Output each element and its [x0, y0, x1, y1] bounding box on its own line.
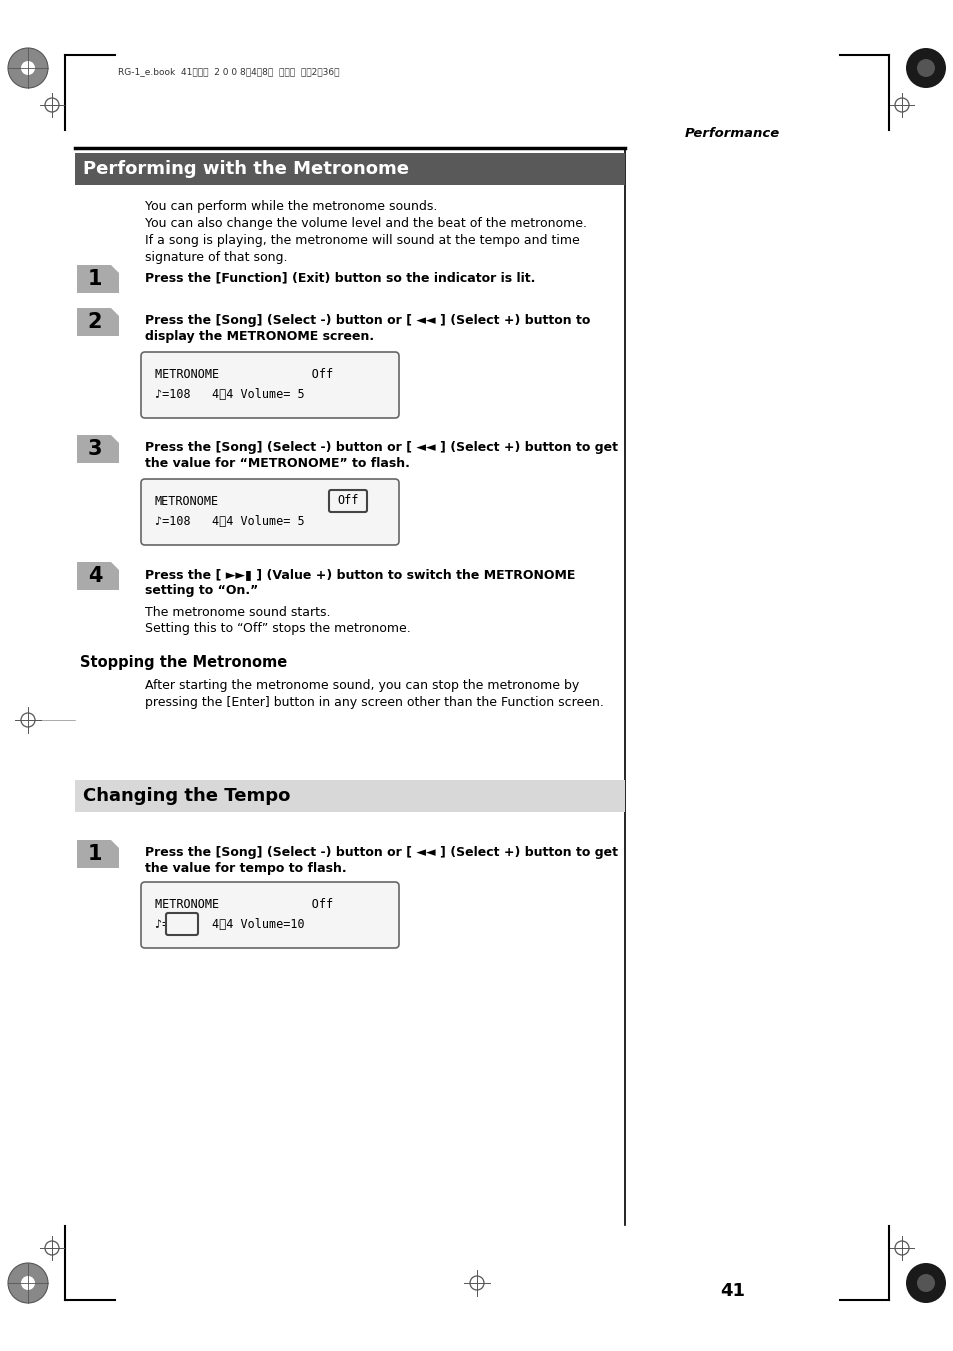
FancyBboxPatch shape [329, 490, 367, 512]
Polygon shape [77, 840, 119, 867]
Text: ♪=108   4⁄4 Volume= 5: ♪=108 4⁄4 Volume= 5 [154, 515, 304, 528]
Polygon shape [77, 435, 119, 463]
Text: Press the [Function] (Exit) button so the indicator is lit.: Press the [Function] (Exit) button so th… [145, 272, 535, 284]
Text: setting to “On.”: setting to “On.” [145, 584, 258, 597]
FancyBboxPatch shape [141, 882, 398, 948]
Text: Press the [Song] (Select -) button or [ ◄◄ ] (Select +) button to get: Press the [Song] (Select -) button or [ … [145, 440, 618, 454]
Text: 2: 2 [88, 312, 102, 332]
Text: You can also change the volume level and the beat of the metronome.: You can also change the volume level and… [145, 218, 586, 230]
Text: Press the [ ►►▮ ] (Value +) button to switch the METRONOME: Press the [ ►►▮ ] (Value +) button to sw… [145, 567, 575, 581]
Circle shape [21, 61, 35, 76]
Text: Stopping the Metronome: Stopping the Metronome [80, 655, 287, 670]
Text: 4: 4 [88, 566, 102, 586]
Text: If a song is playing, the metronome will sound at the tempo and time: If a song is playing, the metronome will… [145, 234, 579, 247]
FancyBboxPatch shape [141, 353, 398, 417]
Circle shape [916, 59, 934, 77]
Text: METRONOME: METRONOME [154, 494, 219, 508]
Polygon shape [77, 308, 119, 336]
FancyBboxPatch shape [166, 913, 198, 935]
Text: pressing the [Enter] button in any screen other than the Function screen.: pressing the [Enter] button in any scree… [145, 696, 603, 709]
Text: Off: Off [337, 494, 358, 508]
Circle shape [8, 1263, 48, 1302]
Circle shape [916, 1274, 934, 1292]
Circle shape [905, 1263, 945, 1302]
Text: ♪=108   4⁄4 Volume=10: ♪=108 4⁄4 Volume=10 [154, 917, 304, 931]
Text: Changing the Tempo: Changing the Tempo [83, 788, 290, 805]
Text: 1: 1 [88, 844, 102, 865]
Text: 41: 41 [720, 1282, 744, 1300]
Text: Setting this to “Off” stops the metronome.: Setting this to “Off” stops the metronom… [145, 621, 411, 635]
Text: 1: 1 [88, 269, 102, 289]
Text: the value for “METRONOME” to flash.: the value for “METRONOME” to flash. [145, 457, 410, 470]
Circle shape [905, 49, 945, 88]
Polygon shape [77, 265, 119, 293]
Text: RG-1_e.book  41ページ  2 0 0 8年4月8日  火曜日  午後2時36分: RG-1_e.book 41ページ 2 0 0 8年4月8日 火曜日 午後2時3… [118, 68, 339, 77]
Bar [75, 153, 624, 185]
Text: The metronome sound starts.: The metronome sound starts. [145, 607, 330, 619]
Text: Performance: Performance [684, 127, 780, 141]
Text: ♪=108   4⁄4 Volume= 5: ♪=108 4⁄4 Volume= 5 [154, 388, 304, 401]
Text: METRONOME             Off: METRONOME Off [154, 367, 333, 381]
Text: Press the [Song] (Select -) button or [ ◄◄ ] (Select +) button to: Press the [Song] (Select -) button or [ … [145, 313, 590, 327]
Bar [75, 780, 624, 812]
Text: Press the [Song] (Select -) button or [ ◄◄ ] (Select +) button to get: Press the [Song] (Select -) button or [ … [145, 846, 618, 859]
Text: You can perform while the metronome sounds.: You can perform while the metronome soun… [145, 200, 436, 213]
Text: After starting the metronome sound, you can stop the metronome by: After starting the metronome sound, you … [145, 680, 578, 692]
Text: Performing with the Metronome: Performing with the Metronome [83, 159, 409, 178]
Text: 3: 3 [88, 439, 102, 459]
Polygon shape [77, 562, 119, 590]
Text: the value for tempo to flash.: the value for tempo to flash. [145, 862, 346, 875]
Text: signature of that song.: signature of that song. [145, 251, 287, 263]
Text: METRONOME             Off: METRONOME Off [154, 898, 333, 911]
Circle shape [8, 49, 48, 88]
Text: display the METRONOME screen.: display the METRONOME screen. [145, 330, 374, 343]
Circle shape [21, 1275, 35, 1290]
FancyBboxPatch shape [141, 480, 398, 544]
